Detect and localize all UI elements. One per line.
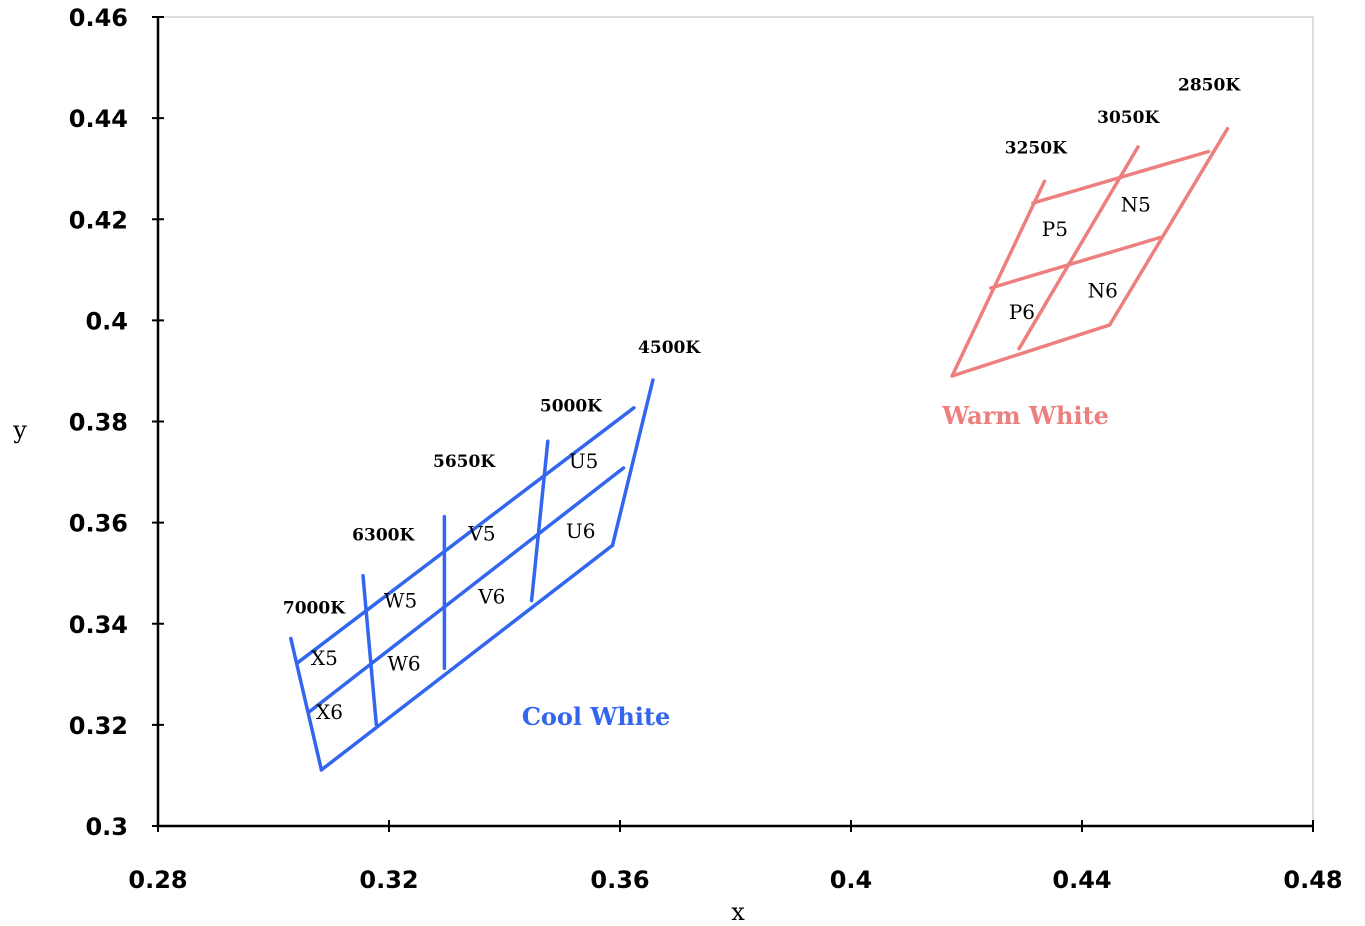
cool-white-boundary-line	[361, 573, 379, 727]
x-tick-label: 0.44	[1052, 866, 1111, 894]
warm-white-boundary-line	[1017, 145, 1140, 351]
y-tick-label: 0.3	[85, 813, 128, 841]
cool-white-boundary-line	[610, 378, 655, 548]
warm-white-boundary-line	[950, 323, 1112, 378]
x-tick-label: 0.36	[590, 866, 649, 894]
y-tick-label: 0.38	[69, 409, 128, 437]
y-tick-label: 0.46	[69, 4, 128, 32]
y-axis-title: y	[12, 416, 27, 444]
warm-white-group: 3250K 3050K 2850K P5 N5 P6 N6 Warm White	[941, 75, 1241, 430]
bin-label: N6	[1088, 279, 1118, 303]
cct-label: 3050K	[1097, 108, 1160, 128]
cool-white-boundary-line	[529, 439, 550, 603]
axes: 0.28 0.32 0.36 0.4 0.44 0.48 0.3 0.32 0.34 0.36 0.…	[12, 4, 1342, 926]
cool-white-boundary-line	[306, 466, 626, 714]
x-tick-label: 0.48	[1283, 866, 1342, 894]
cct-label: 4500K	[638, 338, 701, 358]
y-tick-label: 0.44	[69, 105, 128, 133]
x-axis-title: x	[731, 898, 745, 926]
cool-white-group: 7000K 6300K 5650K 5000K 4500K X5 X6 W5 W6 V5 V6 U5 U…	[283, 338, 701, 772]
bin-label: X6	[316, 700, 343, 724]
bin-label: N5	[1121, 193, 1151, 217]
cct-label: 7000K	[283, 599, 346, 619]
cct-label: 3250K	[1005, 139, 1068, 159]
y-tick-label: 0.42	[69, 206, 128, 234]
warm-white-boundary-line	[1107, 126, 1230, 327]
warm-white-label: Warm White	[941, 401, 1109, 430]
x-tick-label: 0.28	[128, 866, 187, 894]
bin-label: P5	[1042, 217, 1068, 241]
warm-white-boundary-line	[989, 235, 1162, 290]
bin-label: W5	[384, 589, 417, 613]
y-tick-label: 0.4	[85, 307, 128, 335]
cct-label: 5650K	[433, 452, 496, 472]
y-tick-label: 0.32	[69, 712, 128, 740]
cool-white-label: Cool White	[522, 702, 670, 731]
cool-white-boundary-line	[319, 543, 615, 772]
x-tick-label: 0.32	[359, 866, 418, 894]
bin-label: P6	[1009, 300, 1035, 324]
warm-white-boundary-line	[950, 179, 1047, 378]
bin-label: U6	[566, 519, 596, 543]
warm-white-boundary-line	[1031, 149, 1211, 205]
y-tick-label: 0.34	[69, 611, 128, 639]
cool-white-boundary-line	[289, 636, 324, 772]
x-tick-label: 0.4	[830, 866, 873, 894]
bin-label: W6	[387, 651, 420, 675]
plot-area: 7000K 6300K 5650K 5000K 4500K X5 X6 W5 W6 V5 V6 U5 U…	[283, 75, 1241, 772]
y-tick-label: 0.36	[69, 510, 128, 538]
bin-label: X5	[311, 646, 338, 670]
cct-label: 6300K	[352, 525, 415, 545]
cct-label: 2850K	[1178, 75, 1241, 95]
bin-label: V5	[467, 521, 495, 545]
cool-white-boundary-line	[296, 406, 636, 664]
cct-label: 5000K	[540, 396, 603, 416]
bin-label: V6	[477, 585, 505, 609]
bin-label: U5	[569, 449, 599, 473]
